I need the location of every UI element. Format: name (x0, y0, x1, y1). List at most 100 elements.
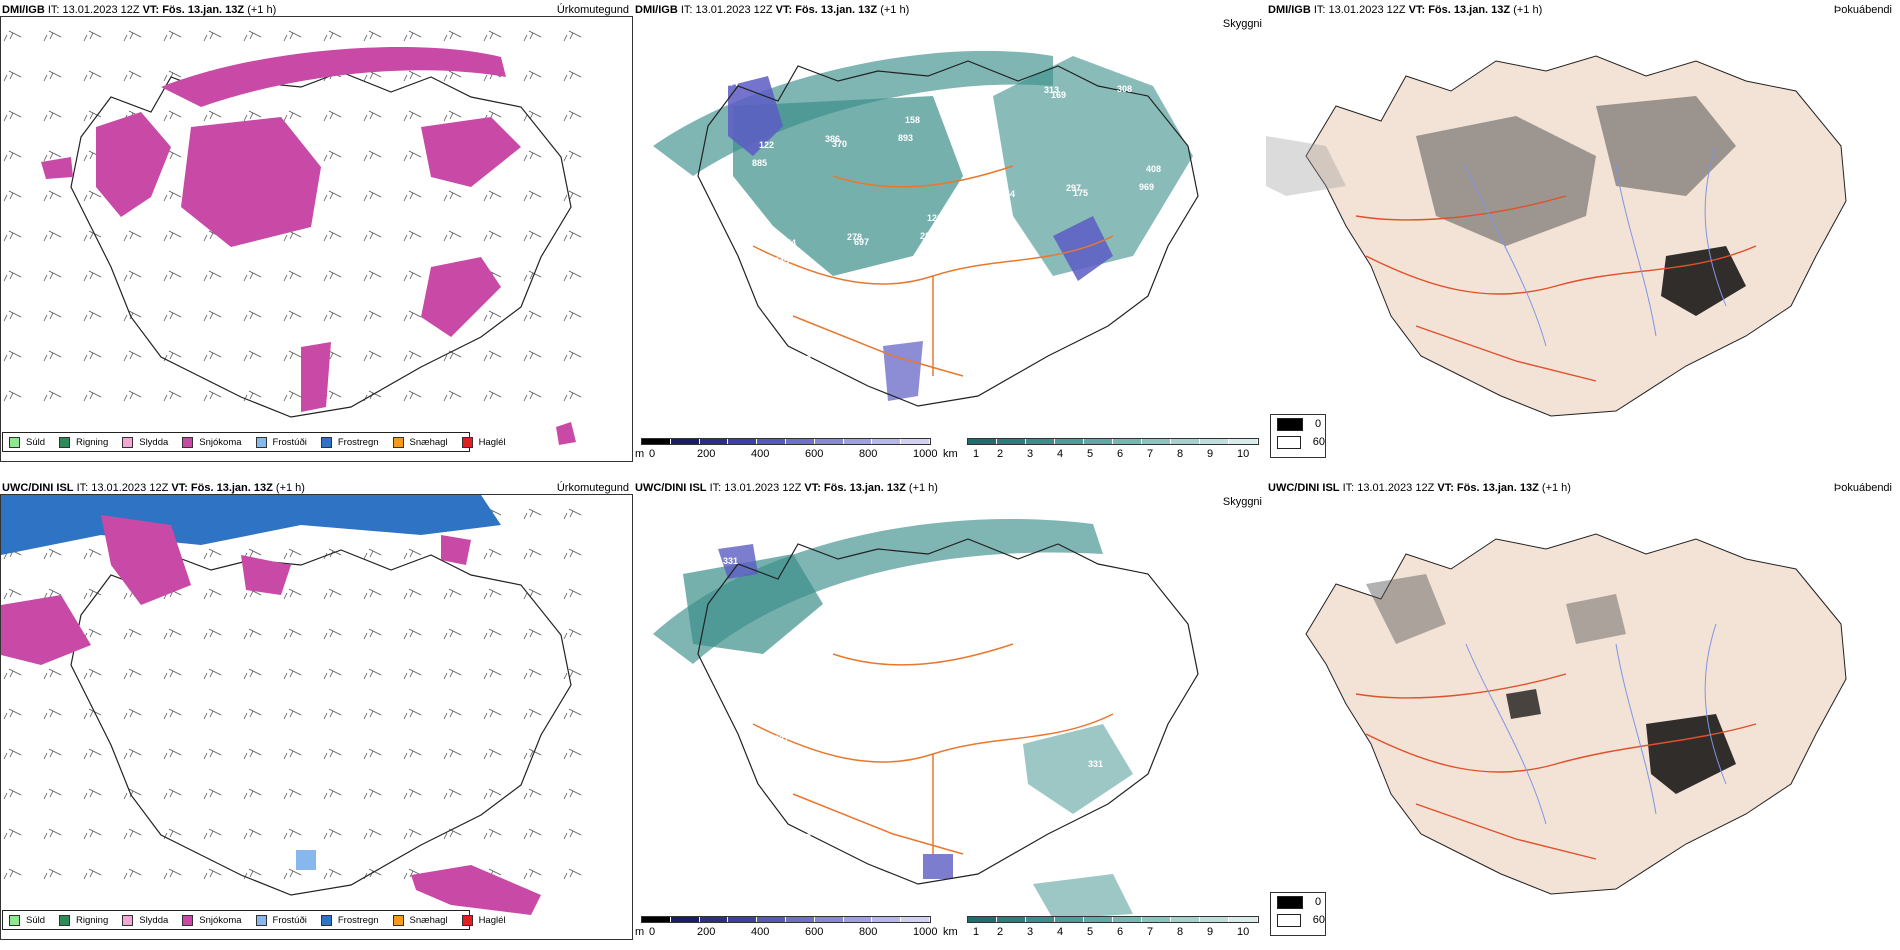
wind-barb (43, 748, 62, 760)
height-label: 282 (1015, 305, 1030, 315)
height-label: 969 (1139, 182, 1154, 192)
height-label: 294 (883, 317, 898, 327)
wind-barb (523, 828, 542, 840)
wind-barb (363, 548, 382, 560)
colorbar-tick: 8 (1177, 448, 1184, 460)
field-label: Skyggni (1222, 18, 1262, 30)
panel-title: DMI/IGB IT: 13.01.2023 12Z VT: Fös. 13.j… (635, 4, 910, 16)
wind-barb (123, 350, 142, 362)
legend-swatch (9, 914, 20, 926)
snow-area (161, 47, 506, 107)
wind-barb (443, 788, 462, 800)
wind-barb (523, 708, 542, 720)
wind-barb (323, 628, 342, 640)
wind-barb (163, 190, 182, 202)
colorbar-tick: 2 (997, 926, 1004, 938)
wind-barb (3, 708, 22, 720)
wind-barb (163, 668, 182, 680)
teal-area (683, 554, 823, 654)
wind-barb (243, 868, 262, 880)
wind-barb (403, 110, 422, 122)
panel-title: UWC/DINI ISL IT: 13.01.2023 12Z VT: Fös.… (1268, 482, 1571, 494)
wind-barb (283, 110, 302, 122)
wind-barb (563, 150, 582, 162)
wind-barb (523, 628, 542, 640)
wind-barb (363, 30, 382, 42)
wind-barb (203, 30, 222, 42)
fog-dark-area (1596, 96, 1736, 196)
wind-barb (43, 150, 62, 162)
height-unit: m (635, 448, 645, 460)
wind-barb (3, 868, 22, 880)
colorbar-tick: 6 (1117, 926, 1124, 938)
wind-barb (203, 628, 222, 640)
colorbar-tick: 600 (805, 448, 824, 460)
field-label: Úrkomutegund (556, 4, 629, 16)
fog-gray-area (1266, 136, 1346, 196)
wind-barb (323, 30, 342, 42)
height-label: 370 (832, 139, 847, 149)
wind-barb (123, 748, 142, 760)
wind-barb (123, 868, 142, 880)
wind-barb (483, 788, 502, 800)
wind-barb (563, 588, 582, 600)
height-label: 278 (847, 232, 862, 242)
wind-barb (363, 110, 382, 122)
wind-barb (523, 668, 542, 680)
colorbar-tick: 200 (697, 926, 716, 938)
wind-barb (363, 190, 382, 202)
colorbar-tick: 8 (1177, 926, 1184, 938)
wind-barb (483, 708, 502, 720)
purple-area (728, 76, 783, 156)
fog-legend-row: 60 (1271, 433, 1325, 451)
wind-barb (483, 828, 502, 840)
height-label: 394 (978, 91, 993, 101)
height-label: 169 (920, 709, 935, 719)
height-label: 500 (810, 341, 825, 351)
wind-barb (403, 30, 422, 42)
wind-barb (523, 70, 542, 82)
wind-barb (203, 868, 222, 880)
roads (1355, 673, 1757, 860)
legend-swatch (392, 436, 404, 448)
fog-dark-area (1566, 594, 1626, 644)
colorbar-tick: 3 (1027, 448, 1034, 460)
frostudi-area (296, 850, 316, 870)
height-label: 282 (920, 231, 935, 241)
wind-barb (283, 270, 302, 282)
colorbar-tick: 1 (973, 926, 980, 938)
wind-barb (403, 390, 422, 402)
wind-barb (123, 310, 142, 322)
wind-barb (403, 588, 422, 600)
rivers (1465, 623, 1727, 825)
iceland-land (1305, 533, 1847, 895)
wind-barb (363, 708, 382, 720)
wind-barb (163, 748, 182, 760)
wind-barb (3, 150, 22, 162)
legend-item: Súld (9, 914, 45, 926)
wind-barb (443, 190, 462, 202)
wind-barb (43, 70, 62, 82)
wind-barb (203, 390, 222, 402)
colorbar-tick: 9 (1207, 926, 1214, 938)
fog-legend-swatch (1277, 913, 1301, 927)
wind-barb (323, 708, 342, 720)
wind-barb (523, 270, 542, 282)
fog-dark-area (1366, 574, 1446, 644)
legend-swatch (182, 436, 194, 448)
wind-barb (563, 310, 582, 322)
colorbar-tick: 10 (1237, 926, 1250, 938)
wind-barb (363, 828, 382, 840)
wind-barb (403, 708, 422, 720)
legend-swatch (255, 436, 267, 448)
iceland-outline (697, 538, 1199, 885)
height-label: 874 (803, 336, 818, 346)
height-label: 950 (876, 335, 891, 345)
height-label: 308 (1117, 84, 1132, 94)
wind-barb (283, 708, 302, 720)
wind-barb (3, 190, 22, 202)
height-label: 175 (1073, 188, 1088, 198)
wind-barb (563, 230, 582, 242)
wind-barb (443, 708, 462, 720)
field-label: Skyggni (1222, 496, 1262, 508)
